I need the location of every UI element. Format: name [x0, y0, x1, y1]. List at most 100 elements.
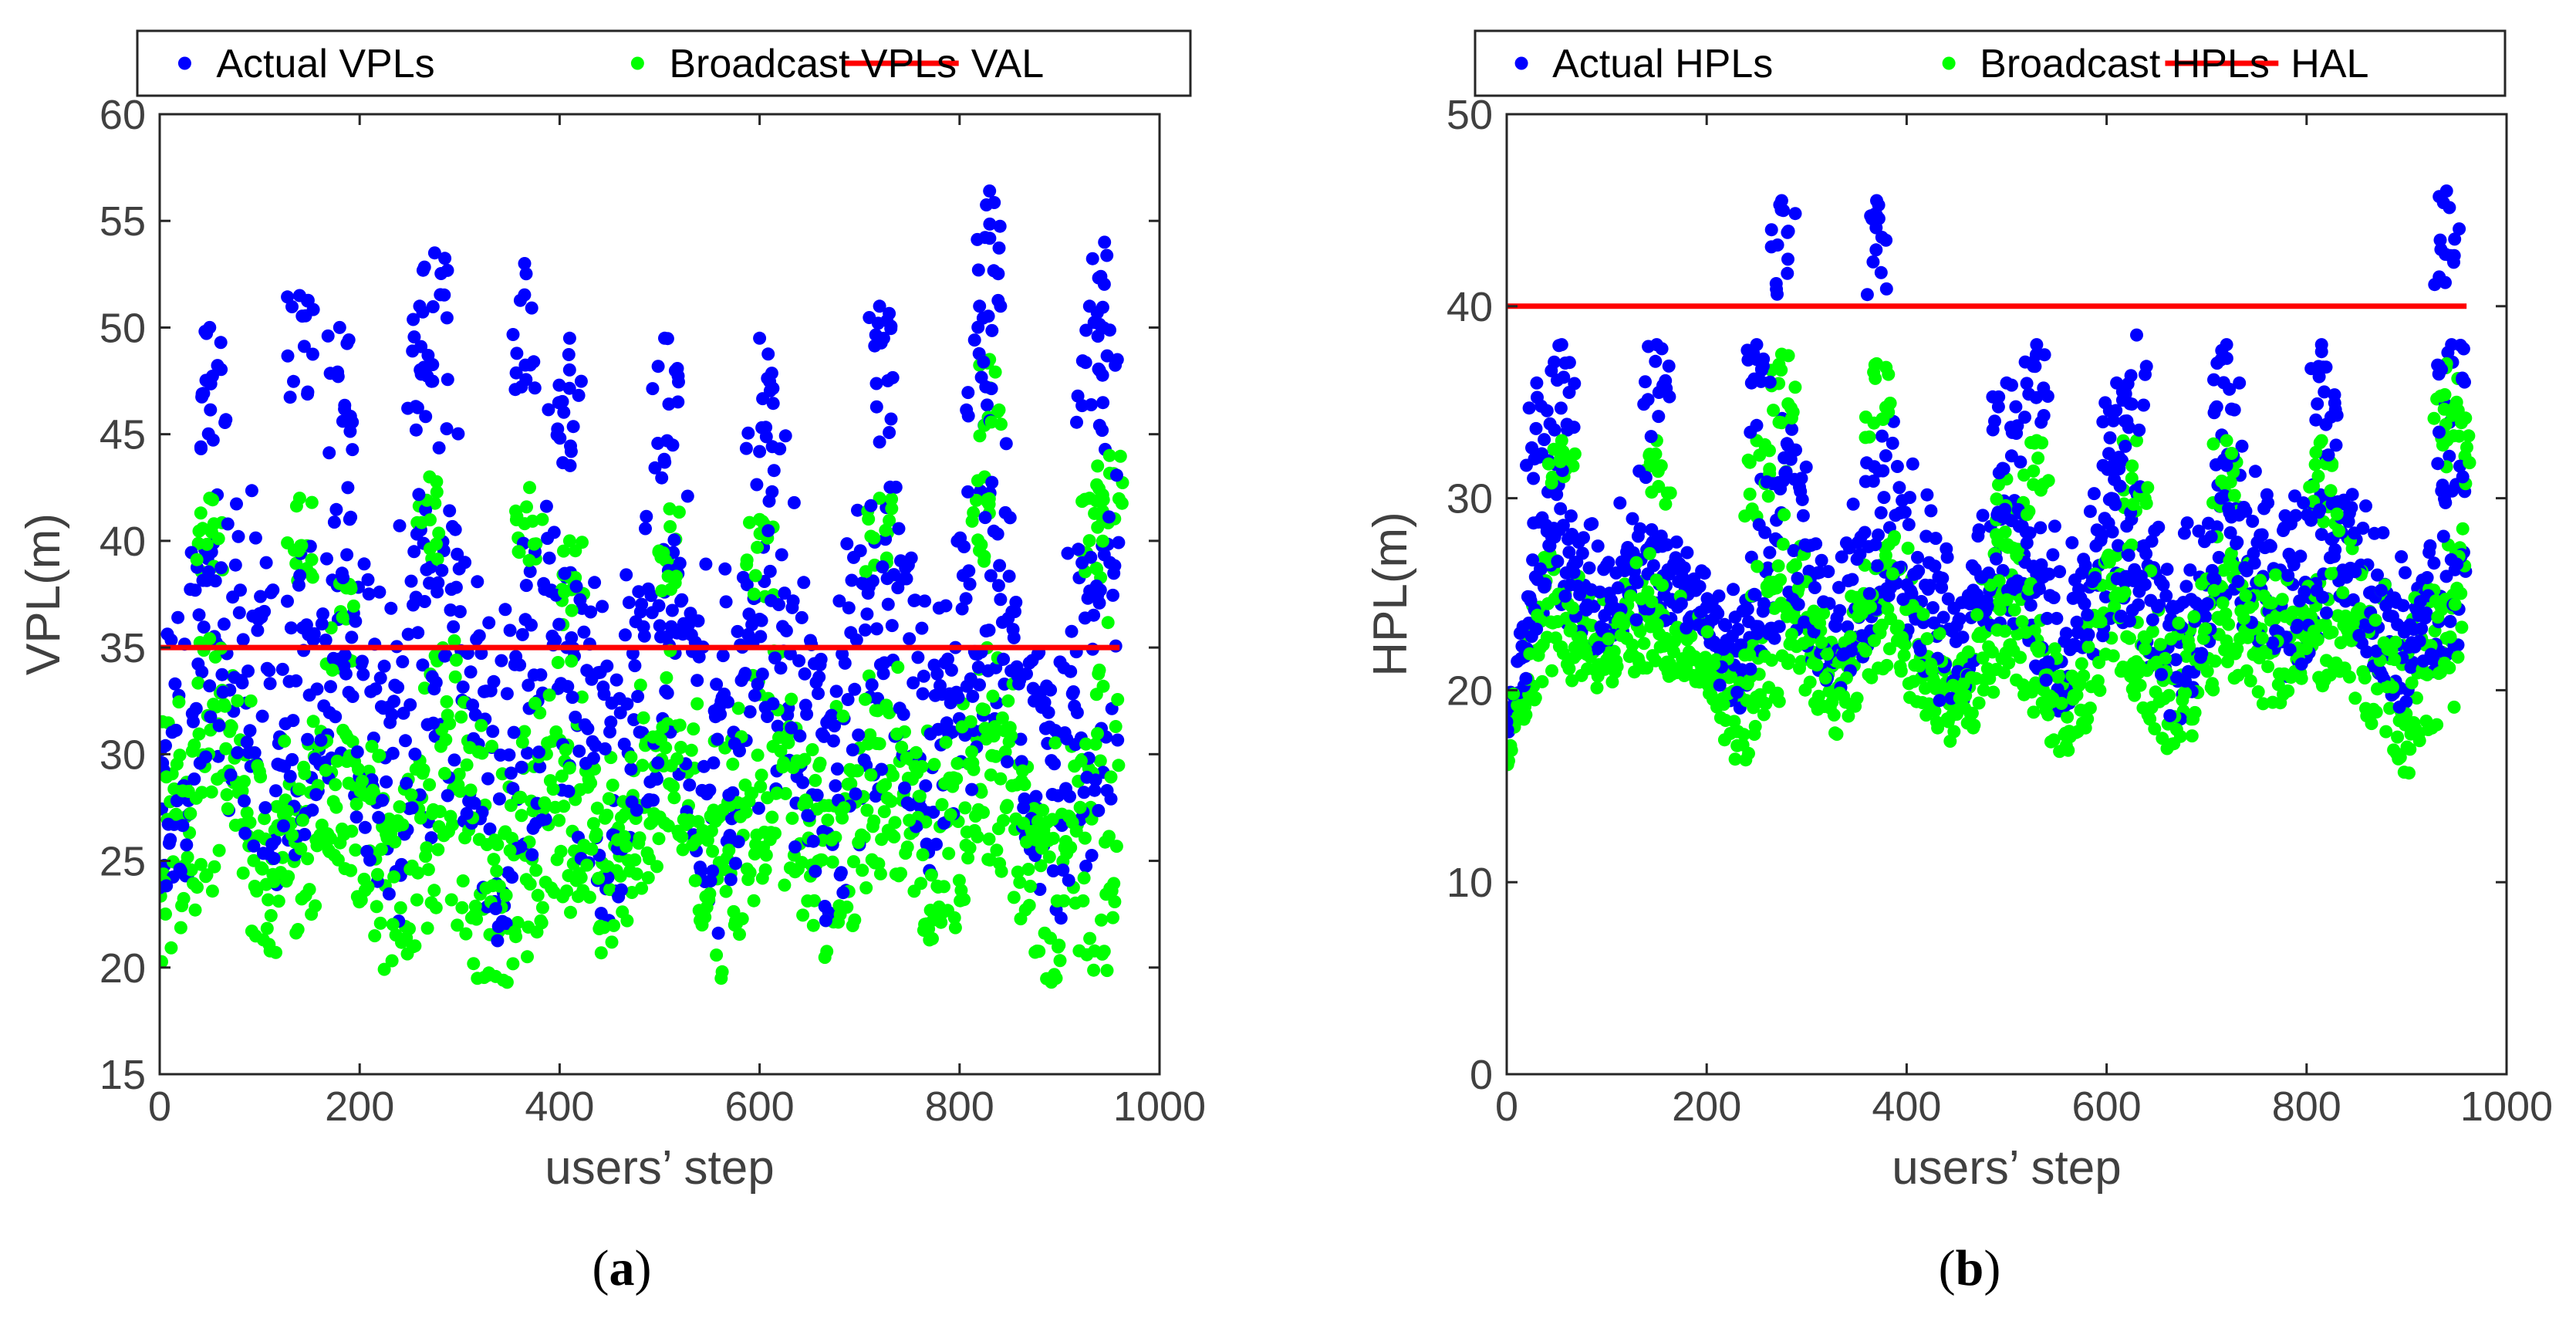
broadcast-point: [1670, 666, 1683, 680]
broadcast-point: [574, 870, 588, 884]
broadcast-point: [589, 826, 603, 840]
actual-point: [1858, 526, 1872, 539]
actual-point: [919, 779, 933, 793]
actual-point: [640, 509, 653, 523]
actual-point: [2447, 248, 2461, 262]
actual-point: [865, 678, 879, 691]
broadcast-point: [1976, 651, 1990, 665]
broadcast-point: [833, 908, 847, 921]
actual-point: [269, 784, 282, 798]
actual-point: [2160, 563, 2174, 576]
broadcast-point: [632, 837, 646, 850]
broadcast-point: [485, 739, 498, 753]
actual-point: [1507, 715, 1514, 728]
actual-point: [2102, 404, 2116, 417]
legend-label: Actual VPLs: [216, 42, 434, 86]
y-tick-label: 15: [100, 1052, 146, 1098]
broadcast-point: [1109, 720, 1123, 733]
actual-point: [815, 727, 829, 741]
actual-point: [2433, 233, 2447, 247]
actual-point: [285, 300, 299, 313]
broadcast-point: [1579, 647, 1593, 661]
broadcast-point: [231, 694, 245, 708]
actual-point: [533, 760, 547, 774]
actual-point: [978, 511, 992, 525]
broadcast-point: [346, 599, 360, 613]
actual-point: [983, 184, 997, 198]
broadcast-point: [614, 811, 628, 824]
actual-point: [160, 627, 174, 641]
broadcast-point: [2185, 729, 2199, 743]
actual-point: [1808, 581, 1821, 594]
actual-point: [712, 701, 726, 715]
actual-point: [2081, 627, 2095, 641]
actual-point: [1677, 561, 1691, 575]
actual-point: [565, 631, 579, 644]
broadcast-point: [2061, 743, 2075, 757]
broadcast-point: [2132, 658, 2146, 672]
broadcast-point: [2138, 642, 2152, 656]
broadcast-point: [373, 749, 387, 762]
broadcast-point: [699, 890, 713, 904]
broadcast-point: [1551, 615, 1565, 628]
actual-point: [930, 667, 944, 681]
actual-point: [1965, 559, 1979, 573]
actual-point: [639, 522, 652, 536]
broadcast-point: [1643, 456, 1657, 470]
actual-point: [1042, 705, 1055, 719]
actual-point: [795, 610, 809, 624]
actual-point: [2431, 457, 2445, 471]
broadcast-point: [1994, 603, 2007, 617]
actual-point: [598, 742, 612, 755]
actual-point: [1527, 472, 1541, 485]
broadcast-point: [731, 796, 744, 810]
actual-point: [572, 388, 586, 402]
actual-point: [655, 471, 669, 485]
actual-point: [1791, 572, 1805, 585]
actual-point: [440, 311, 454, 325]
broadcast-point: [420, 841, 434, 855]
broadcast-point: [1884, 612, 1898, 626]
broadcast-point: [1007, 891, 1021, 904]
broadcast-point: [449, 653, 463, 667]
actual-point: [997, 652, 1011, 666]
actual-point: [1530, 622, 1544, 636]
actual-point: [1008, 605, 1021, 618]
actual-point: [971, 647, 984, 661]
actual-point: [1597, 563, 1611, 576]
broadcast-point: [772, 731, 785, 745]
actual-point: [211, 359, 225, 373]
actual-point: [971, 263, 985, 277]
broadcast-point: [1743, 647, 1757, 661]
broadcast-point: [722, 843, 736, 857]
broadcast-point: [1092, 663, 1106, 677]
broadcast-point: [2243, 600, 2257, 614]
broadcast-point: [2360, 709, 2374, 723]
broadcast-point: [1808, 696, 1821, 710]
broadcast-point: [2455, 620, 2469, 634]
actual-point: [1085, 849, 1099, 862]
broadcast-point: [336, 723, 350, 737]
actual-point: [2416, 654, 2430, 668]
actual-point: [329, 502, 343, 516]
broadcast-point: [329, 778, 343, 792]
actual-point: [1556, 519, 1570, 532]
actual-point: [569, 580, 583, 593]
actual-point: [671, 395, 685, 409]
broadcast-point: [663, 520, 677, 533]
actual-point: [911, 651, 925, 664]
broadcast-point: [1082, 534, 1096, 548]
actual-point: [2159, 589, 2173, 603]
broadcast-point: [2218, 643, 2232, 657]
broadcast-point: [1042, 850, 1056, 864]
actual-point: [876, 560, 890, 574]
broadcast-point: [1079, 737, 1093, 751]
broadcast-point: [459, 927, 473, 941]
broadcast-point: [977, 554, 991, 568]
broadcast-point: [942, 847, 956, 860]
actual-point: [2400, 620, 2414, 634]
actual-point: [2345, 501, 2358, 515]
actual-point: [845, 573, 859, 587]
actual-point: [1079, 356, 1092, 370]
actual-point: [427, 682, 441, 696]
